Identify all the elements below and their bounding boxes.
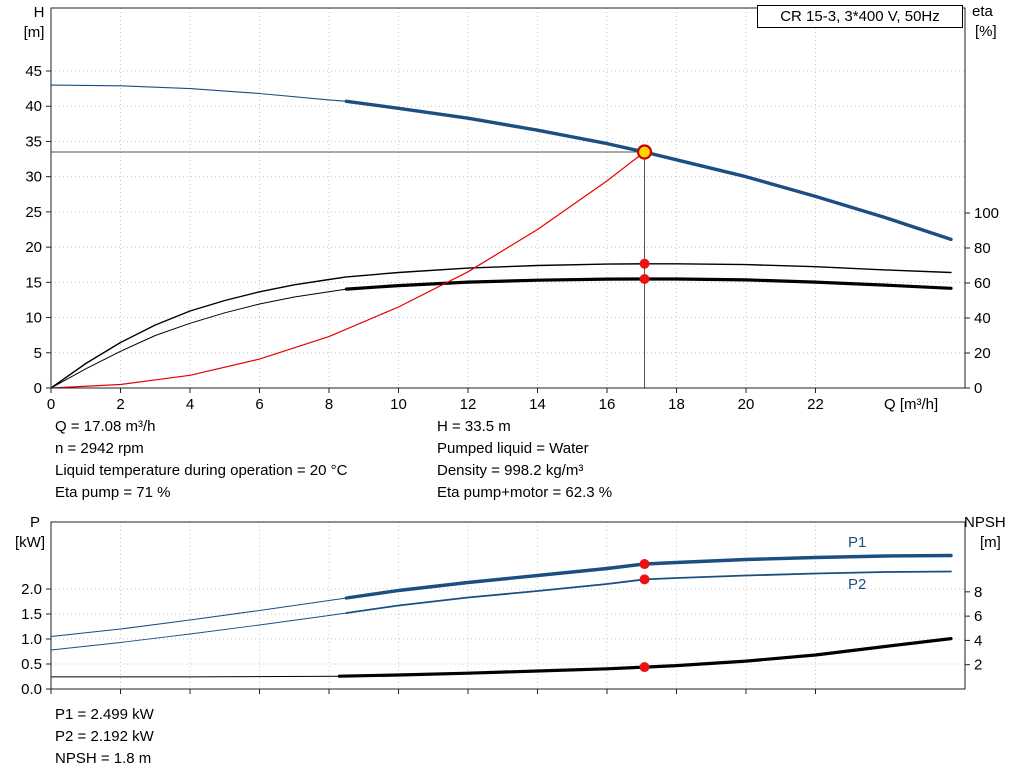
annotation-npsh: NPSH = 1.8 m <box>55 750 152 767</box>
chart-1: 0.0 0.5 1.0 1.5 2.0 2 4 6 8 <box>21 521 982 698</box>
tick-label: 0 <box>47 396 55 413</box>
tick-label: 30 <box>25 169 42 186</box>
npsh-axis-label: NPSH <box>964 514 1006 531</box>
tick-label: 2.0 <box>21 581 42 598</box>
tick-label: 80 <box>974 240 991 257</box>
tick-label: 60 <box>974 275 991 292</box>
plot-frame <box>50 7 966 389</box>
annotation-head: H = 33.5 m <box>437 418 511 435</box>
p1-curve-label: P1 <box>848 534 867 551</box>
duty-dot-marker <box>639 574 650 585</box>
pump-model-title: CR 15-3, 3*400 V, 50Hz <box>757 5 963 28</box>
tick-label: 6 <box>255 396 263 413</box>
tick-label: 4 <box>186 396 194 413</box>
p-axis-label: P <box>29 514 40 531</box>
annotation-density: Density = 998.2 kg/m³ <box>437 462 584 479</box>
duty-dot-marker <box>639 559 650 570</box>
annotation-liquid: Pumped liquid = Water <box>437 440 589 457</box>
q-axis-label: Q [m³/h] <box>884 396 939 413</box>
npsh-curve-thin <box>50 675 340 678</box>
annotation-speed: n = 2942 rpm <box>55 440 144 457</box>
annotation-p2: P2 = 2.192 kW <box>55 728 154 745</box>
tick-label: 25 <box>25 204 42 221</box>
tick-label: 1.0 <box>21 631 42 648</box>
h-curve-thin <box>50 84 347 102</box>
tick-label: 0 <box>974 380 982 397</box>
tick-label: 35 <box>25 133 42 150</box>
tick-label: 20 <box>974 345 991 362</box>
tick-label: 0.0 <box>21 681 42 698</box>
tick-label: 6 <box>974 608 982 625</box>
chart-0: 0 2 4 6 8 10 12 14 16 18 20 22 0 5 10 15 20 25 30 35 40 45 0 20… <box>25 7 999 413</box>
duty-point-marker[interactable] <box>636 144 653 160</box>
tick-label: 40 <box>974 310 991 327</box>
plot-frame <box>50 521 966 690</box>
p-axis-unit: [kW] <box>15 534 45 551</box>
tick-label: 8 <box>974 584 982 601</box>
npsh-axis-unit: [m] <box>980 534 1001 551</box>
tick-label: 20 <box>738 396 755 413</box>
tick-label: 15 <box>25 274 42 291</box>
annotation-flow: Q = 17.08 m³/h <box>55 418 156 435</box>
p2-curve-thin <box>50 612 347 651</box>
tick-label: 5 <box>34 345 42 362</box>
tick-label: 1.5 <box>21 606 42 623</box>
annotation-p1: P1 = 2.499 kW <box>55 706 154 723</box>
tick-label: 0.5 <box>21 656 42 673</box>
tick-label: 18 <box>668 396 685 413</box>
annotation-temperature: Liquid temperature during operation = 20… <box>55 462 348 479</box>
system-curve-curve <box>50 151 646 389</box>
p2-curve-label: P2 <box>848 576 867 593</box>
p1-curve-thin <box>50 597 347 638</box>
tick-label: 0 <box>34 380 42 397</box>
h-axis-unit: [m] <box>23 24 45 41</box>
tick-label: 100 <box>974 205 999 222</box>
tick-label: 10 <box>25 310 42 327</box>
eta-pump-motor-curve-thin <box>50 288 347 389</box>
tick-label: 40 <box>25 98 42 115</box>
tick-label: 12 <box>460 396 477 413</box>
duty-dot-marker <box>639 273 650 284</box>
annotation-eta-pump: Eta pump = 71 % <box>55 484 171 501</box>
tick-label: 14 <box>529 396 546 413</box>
tick-label: 2 <box>116 396 124 413</box>
tick-label: 16 <box>599 396 616 413</box>
duty-annotations-right: H = 33.5 m Pumped liquid = Water Density… <box>437 416 612 504</box>
tick-label: 10 <box>390 396 407 413</box>
tick-label: 45 <box>25 63 42 80</box>
tick-label: 4 <box>974 632 982 649</box>
duty-dot-marker <box>639 662 650 673</box>
annotation-eta-pumpmotor: Eta pump+motor = 62.3 % <box>437 484 613 501</box>
power-annotations: P1 = 2.499 kW P2 = 2.192 kW NPSH = 1.8 m <box>55 704 154 770</box>
duty-dot-marker <box>639 258 650 269</box>
tick-label: 22 <box>807 396 824 413</box>
tick-label: 8 <box>325 396 333 413</box>
h-axis-label: H <box>33 4 45 21</box>
tick-label: 20 <box>25 239 42 256</box>
tick-label: 2 <box>974 657 982 674</box>
eta-axis-label: eta <box>972 3 993 20</box>
h-curve <box>344 99 953 242</box>
duty-annotations-left: Q = 17.08 m³/h n = 2942 rpm Liquid tempe… <box>55 416 347 504</box>
eta-axis-unit: [%] <box>975 23 997 40</box>
eta-pump-curve <box>50 263 952 389</box>
